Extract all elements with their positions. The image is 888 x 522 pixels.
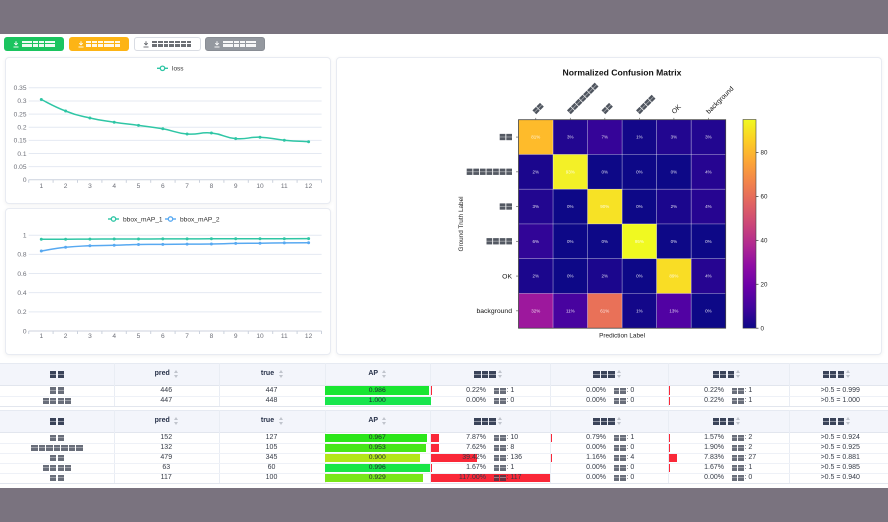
svg-text:13%: 13% [669,308,678,313]
svg-text:6%: 6% [533,239,540,244]
svg-text:4%: 4% [705,169,712,174]
svg-text:background: background [476,308,512,315]
svg-text:8: 8 [210,183,214,190]
svg-text:20: 20 [761,281,768,288]
svg-text:0.1: 0.1 [17,151,26,158]
svg-text:0%: 0% [567,239,574,244]
svg-text:1: 1 [39,333,43,340]
svg-text:0: 0 [761,325,765,332]
svg-text:4: 4 [112,333,116,340]
svg-text:3: 3 [88,333,92,340]
svg-text:4%: 4% [705,204,712,209]
svg-text:3: 3 [88,183,92,190]
svg-text:2%: 2% [602,274,609,279]
svg-text:0%: 0% [602,169,609,174]
svg-text:bbox_mAP_1: bbox_mAP_1 [123,216,163,223]
svg-text:93%: 93% [566,169,575,174]
svg-text:0.2: 0.2 [17,309,26,316]
svg-text:6: 6 [161,333,165,340]
svg-text:7: 7 [185,333,189,340]
svg-text:4%: 4% [705,274,712,279]
svg-text:4: 4 [112,183,116,190]
svg-text:background: background [705,85,735,115]
svg-text:2: 2 [64,333,68,340]
svg-text:loss: loss [172,66,184,73]
svg-text:Normalized Confusion Matrix: Normalized Confusion Matrix [563,68,682,78]
svg-text:5: 5 [137,183,141,190]
svg-text:0.15: 0.15 [14,138,27,145]
svg-text:40: 40 [761,238,768,245]
svg-text:0.05: 0.05 [14,164,27,171]
svg-text:0.4: 0.4 [17,290,26,297]
svg-text:bbox_mAP_2: bbox_mAP_2 [180,216,220,223]
svg-text:OK: OK [502,273,512,280]
svg-text:0.6: 0.6 [17,271,26,278]
svg-text:80: 80 [761,150,768,157]
svg-text:0%: 0% [636,274,643,279]
svg-text:11%: 11% [566,308,575,313]
svg-text:0.3: 0.3 [17,98,26,105]
svg-text:8: 8 [210,333,214,340]
svg-text:3%: 3% [533,204,540,209]
svg-text:10: 10 [256,183,264,190]
svg-text:3%: 3% [567,135,574,140]
svg-text:6: 6 [161,183,165,190]
svg-text:0%: 0% [671,239,678,244]
svg-text:60: 60 [761,194,768,201]
svg-text:95%: 95% [635,239,644,244]
svg-text:0: 0 [23,177,27,184]
svg-text:11: 11 [281,333,288,340]
svg-text:3%: 3% [671,135,678,140]
svg-text:81%: 81% [531,135,540,140]
svg-text:7: 7 [185,183,189,190]
svg-text:9: 9 [234,333,238,340]
svg-text:0%: 0% [671,169,678,174]
svg-text:12: 12 [305,183,313,190]
svg-text:0%: 0% [636,169,643,174]
svg-text:7%: 7% [602,135,609,140]
svg-text:12: 12 [305,333,313,340]
svg-text:9: 9 [234,183,238,190]
svg-text:89%: 89% [669,274,678,279]
svg-text:0.2: 0.2 [17,125,26,132]
svg-text:0%: 0% [567,204,574,209]
svg-text:0%: 0% [567,274,574,279]
svg-text:Prediction Label: Prediction Label [599,333,645,340]
svg-text:61%: 61% [600,308,609,313]
svg-text:0%: 0% [705,308,712,313]
svg-text:1%: 1% [636,308,643,313]
svg-text:10: 10 [256,333,264,340]
svg-text:3%: 3% [705,135,712,140]
svg-text:0.25: 0.25 [14,111,27,118]
svg-text:0: 0 [23,328,27,335]
svg-text:0%: 0% [602,239,609,244]
svg-text:1: 1 [39,183,43,190]
svg-text:0.35: 0.35 [14,85,27,92]
svg-text:OK: OK [671,103,683,115]
svg-text:5: 5 [137,333,141,340]
svg-text:0.8: 0.8 [17,252,26,259]
svg-text:Ground Truth Label: Ground Truth Label [458,196,465,251]
svg-text:11: 11 [281,183,288,190]
svg-text:32%: 32% [531,308,540,313]
svg-text:2%: 2% [533,169,540,174]
svg-text:2%: 2% [671,204,678,209]
svg-text:90%: 90% [600,204,609,209]
svg-text:0%: 0% [636,204,643,209]
svg-text:1%: 1% [636,135,643,140]
svg-text:2: 2 [64,183,68,190]
svg-text:0%: 0% [705,239,712,244]
svg-text:2%: 2% [533,274,540,279]
svg-text:1: 1 [23,233,27,240]
